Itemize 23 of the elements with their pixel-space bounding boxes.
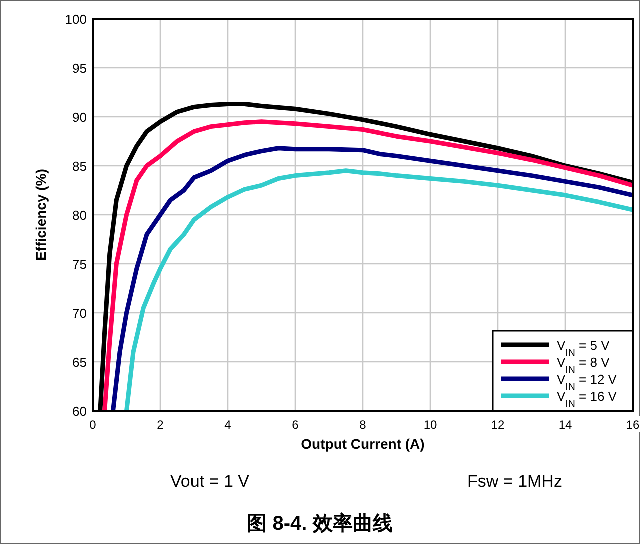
text: Vout = 1 V	[170, 472, 250, 491]
x-tick-label: 2	[157, 418, 164, 432]
x-tick-label: 0	[90, 418, 97, 432]
y-tick-label: 60	[72, 404, 87, 419]
x-tick-label: 16	[626, 418, 640, 432]
y-tick-label: 80	[72, 208, 87, 223]
x-tick-label: 8	[360, 418, 367, 432]
y-tick-label: 65	[72, 355, 87, 370]
x-tick-label: 6	[292, 418, 300, 432]
y-axis-title: Efficiency (%)	[33, 169, 49, 261]
x-tick-label: 14	[558, 418, 572, 432]
y-tick-label: 100	[65, 12, 87, 27]
y-tick-label: 70	[72, 306, 87, 321]
y-tick-label: 90	[72, 110, 87, 125]
text: 图 8-4. 效率曲线	[247, 512, 393, 535]
x-tick-label: 10	[424, 418, 438, 432]
x-tick-label: 4	[224, 418, 232, 432]
y-tick-label: 85	[72, 159, 87, 174]
y-tick-label: 95	[72, 61, 87, 76]
text: Fsw = 1MHz	[468, 472, 562, 491]
y-tick-label: 75	[72, 257, 87, 272]
x-axis-title: Output Current (A)	[301, 436, 425, 452]
x-tick-label: 12	[491, 418, 505, 432]
